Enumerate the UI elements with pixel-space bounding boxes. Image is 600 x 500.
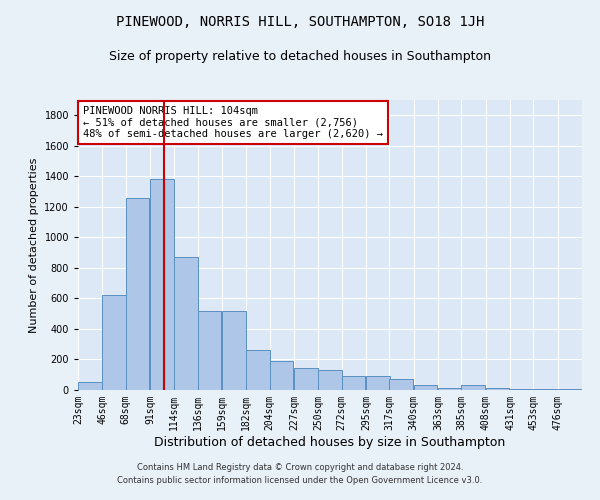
Bar — [150, 180, 174, 390]
Text: PINEWOOD NORRIS HILL: 104sqm
← 51% of detached houses are smaller (2,756)
48% of: PINEWOOD NORRIS HILL: 104sqm ← 51% of de… — [83, 106, 383, 139]
Bar — [341, 376, 365, 390]
Bar — [269, 361, 293, 390]
Bar — [557, 389, 581, 390]
X-axis label: Distribution of detached houses by size in Southampton: Distribution of detached houses by size … — [154, 436, 506, 448]
Bar — [247, 350, 270, 390]
Bar — [366, 376, 390, 390]
Bar — [319, 370, 342, 390]
Y-axis label: Number of detached properties: Number of detached properties — [29, 158, 39, 332]
Bar — [78, 382, 102, 390]
Text: PINEWOOD, NORRIS HILL, SOUTHAMPTON, SO18 1JH: PINEWOOD, NORRIS HILL, SOUTHAMPTON, SO18… — [116, 15, 484, 29]
Bar — [125, 198, 149, 390]
Bar — [197, 310, 221, 390]
Bar — [510, 389, 534, 390]
Bar — [461, 384, 485, 390]
Text: Contains HM Land Registry data © Crown copyright and database right 2024.
Contai: Contains HM Land Registry data © Crown c… — [118, 464, 482, 485]
Bar — [389, 378, 413, 390]
Bar — [175, 257, 198, 390]
Bar — [222, 310, 246, 390]
Bar — [294, 368, 318, 390]
Text: Size of property relative to detached houses in Southampton: Size of property relative to detached ho… — [109, 50, 491, 63]
Bar — [103, 296, 126, 390]
Bar — [413, 386, 437, 390]
Bar — [533, 389, 557, 390]
Bar — [438, 388, 462, 390]
Bar — [485, 388, 509, 390]
